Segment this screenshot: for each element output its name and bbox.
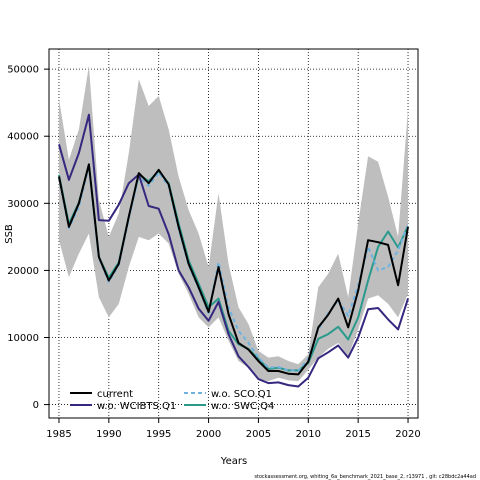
y-axis-label: SSB bbox=[4, 224, 15, 244]
legend-label: current bbox=[97, 389, 133, 400]
y-tick-label: 10000 bbox=[7, 333, 39, 344]
series-lines bbox=[58, 113, 409, 388]
confidence-band bbox=[59, 65, 408, 382]
x-tick-label: 2000 bbox=[196, 429, 221, 440]
x-tick-label: 2015 bbox=[345, 429, 370, 440]
x-axis-label: Years bbox=[220, 456, 247, 467]
y-axis: 0 10000 20000 30000 40000 50000 bbox=[7, 65, 49, 411]
x-tick-label: 1995 bbox=[146, 429, 171, 440]
series-line-0 bbox=[58, 163, 409, 376]
plot-frame bbox=[48, 48, 419, 419]
confidence-band-area bbox=[59, 65, 408, 382]
y-tick-label: 40000 bbox=[7, 132, 39, 143]
legend-label: w.o. WCIBTS.Q1 bbox=[97, 401, 176, 412]
x-tick-label: 1990 bbox=[96, 429, 121, 440]
x-axis: 1985 1990 1995 2000 2005 2010 2015 2020 bbox=[46, 418, 421, 440]
x-tick-label: 2005 bbox=[246, 429, 271, 440]
x-tick-label: 2020 bbox=[395, 429, 420, 440]
y-tick-label: 0 bbox=[33, 400, 39, 411]
y-tick-label: 30000 bbox=[7, 199, 39, 210]
x-tick-label: 1985 bbox=[46, 429, 71, 440]
x-tick-label: 2010 bbox=[296, 429, 321, 440]
y-tick-label: 20000 bbox=[7, 266, 39, 277]
legend-label: w.o. SCO.Q1 bbox=[211, 389, 272, 400]
y-tick-label: 50000 bbox=[7, 65, 39, 76]
series-line-1 bbox=[58, 113, 409, 388]
legend-label: w.o. SWC.Q4 bbox=[211, 401, 274, 412]
series-line-2 bbox=[58, 165, 409, 372]
footer-note: stockassessment.org, whiting_6a_benchmar… bbox=[254, 474, 476, 480]
